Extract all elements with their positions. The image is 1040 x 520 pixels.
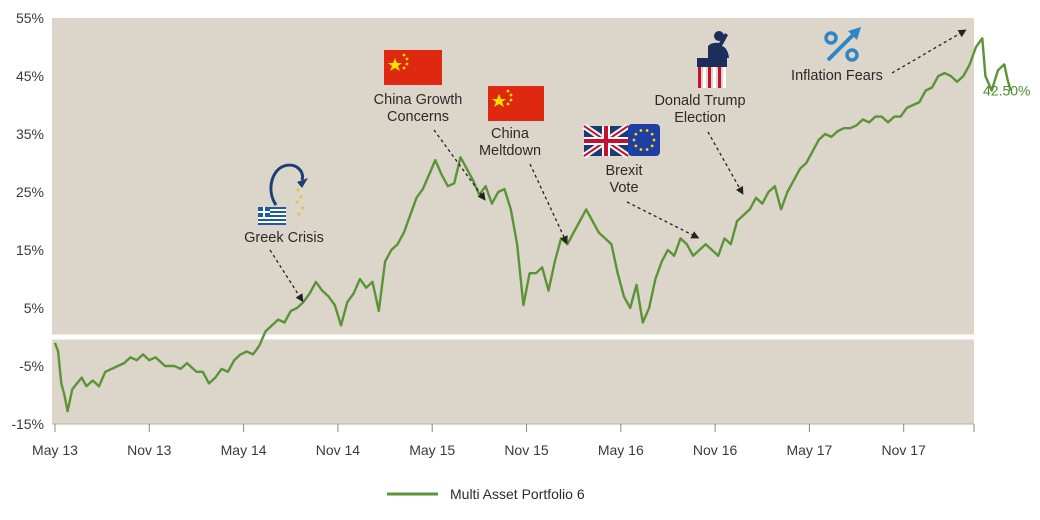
x-tick-label: Nov 13	[127, 442, 172, 458]
x-tick-label: May 13	[32, 442, 78, 458]
end-value-label: 42.50%	[983, 83, 1030, 99]
annotation-label: Donald Trump	[654, 93, 745, 109]
greece-flag-and-plunging-euro-icon	[258, 163, 308, 225]
annotation-label: Vote	[609, 180, 638, 196]
x-tick-label: Nov 17	[882, 442, 927, 458]
x-tick-label: Nov 16	[693, 442, 738, 458]
annotation-label: Meltdown	[479, 143, 541, 159]
x-tick-label: Nov 14	[316, 442, 361, 458]
y-tick-label: 55%	[16, 10, 44, 26]
y-tick-label: -5%	[19, 358, 44, 374]
annotation-arrowhead	[690, 231, 700, 239]
legend-label: Multi Asset Portfolio 6	[450, 486, 585, 502]
annotation-arrow	[269, 249, 303, 301]
us-podium-icon	[697, 31, 729, 88]
y-tick-label: 25%	[16, 184, 44, 200]
annotation-label: Greek Crisis	[244, 230, 324, 246]
annotation-greek-crisis: Greek Crisis	[244, 230, 324, 303]
legend: Multi Asset Portfolio 6	[387, 486, 585, 502]
annotation-label: China Growth	[374, 92, 463, 108]
y-tick-label: 35%	[16, 126, 44, 142]
annotation-arrow	[626, 201, 698, 239]
x-tick-label: May 17	[786, 442, 832, 458]
y-tick-label: 45%	[16, 68, 44, 84]
y-tick-label: -15%	[11, 416, 44, 432]
y-tick-label: 15%	[16, 242, 44, 258]
y-tick-label: 5%	[24, 300, 44, 316]
annotation-label: Inflation Fears	[791, 68, 883, 84]
china-flag-icon	[488, 86, 544, 121]
annotation-label: Concerns	[387, 109, 449, 125]
annotation-arrowhead	[295, 293, 304, 303]
x-tick-label: May 14	[221, 442, 267, 458]
x-tick-label: May 15	[409, 442, 455, 458]
annotation-arrowhead	[560, 235, 568, 245]
annotation-arrow	[891, 30, 966, 74]
annotation-arrow	[433, 129, 485, 200]
annotation-arrow	[529, 163, 568, 243]
annotation-inflation-fears: Inflation Fears	[791, 29, 967, 84]
annotation-label: Brexit	[605, 163, 642, 179]
annotation-label: Election	[674, 110, 726, 126]
annotation-arrowhead	[477, 191, 486, 201]
x-tick-label: Nov 15	[504, 442, 549, 458]
percent-icon	[824, 27, 861, 62]
china-flag-icon	[384, 50, 442, 85]
annotation-arrowhead	[957, 29, 967, 38]
annotation-arrowhead	[735, 185, 744, 195]
x-tick-label: May 16	[598, 442, 644, 458]
uk-eu-flags-icon	[582, 123, 660, 159]
axes: 55% 45% 35% 25% 15% 5% -5% -15% May 13 Nov 13 May …	[11, 10, 975, 458]
series-line-multi-asset-portfolio-6	[53, 37, 1012, 413]
annotation-label: China	[491, 126, 530, 142]
